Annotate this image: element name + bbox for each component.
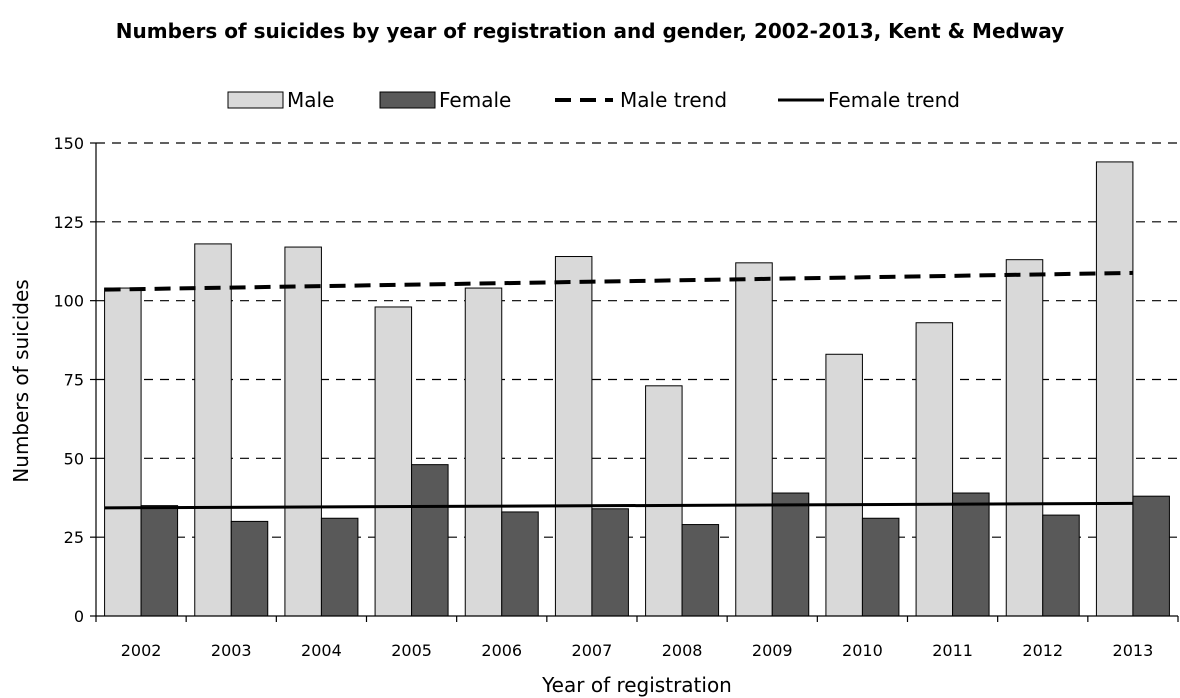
y-axis-label: Numbers of suicides xyxy=(9,279,33,482)
y-tick-label: 100 xyxy=(53,292,84,311)
y-tick-label: 50 xyxy=(64,449,84,468)
bar-male-2010 xyxy=(825,353,863,617)
x-tick-label-2005: 2005 xyxy=(391,641,432,660)
bar-male-2002 xyxy=(104,287,142,617)
y-tick-label: 0 xyxy=(74,607,84,626)
x-tick-label-2012: 2012 xyxy=(1022,641,1063,660)
x-tick-label-2010: 2010 xyxy=(842,641,883,660)
legend-label-female: Female xyxy=(439,88,511,112)
bar-male-2008 xyxy=(645,385,683,617)
bar-female-2007 xyxy=(591,508,629,617)
bar-female-2013 xyxy=(1132,495,1170,617)
bar-male-2006 xyxy=(464,287,503,617)
bar-female-2004 xyxy=(320,517,359,617)
x-axis-ticks: 2002 2003 2004 2005 2006 2007 2008 2009 2010 2011… xyxy=(95,616,1179,660)
y-tick-label: 150 xyxy=(53,134,84,153)
bar-female-2012 xyxy=(1042,514,1080,617)
bar-male-2011 xyxy=(915,322,954,617)
y-tick-label: 125 xyxy=(53,213,84,232)
bar-female-2003 xyxy=(230,520,269,617)
x-tick-label-2007: 2007 xyxy=(572,641,613,660)
legend-swatch-male xyxy=(227,91,284,109)
chart-title: Numbers of suicides by year of registrat… xyxy=(116,19,1064,43)
x-tick-label-2011: 2011 xyxy=(932,641,973,660)
bar-female-2008 xyxy=(681,524,720,617)
bar-male-2005 xyxy=(374,306,413,617)
x-tick-label-2013: 2013 xyxy=(1113,641,1154,660)
bar-female-2009 xyxy=(771,492,810,617)
female-trend-line xyxy=(104,501,1133,510)
bar-male-2004 xyxy=(284,246,322,617)
bar-male-2009 xyxy=(735,262,773,617)
x-tick-label-2003: 2003 xyxy=(211,641,252,660)
bar-female-2005 xyxy=(411,464,449,617)
x-tick-label-2009: 2009 xyxy=(752,641,793,660)
bars xyxy=(104,161,1170,617)
x-tick-label-2004: 2004 xyxy=(301,641,342,660)
legend-label-male: Male xyxy=(287,88,334,112)
trend-lines xyxy=(104,270,1133,510)
bar-female-2002 xyxy=(140,505,179,617)
bar-female-2010 xyxy=(861,517,900,617)
x-tick-label-2002: 2002 xyxy=(121,641,162,660)
legend-label-female-trend: Female trend xyxy=(828,88,960,112)
y-axis-ticks: 0 25 50 75 100 125 150 xyxy=(53,134,96,626)
legend: Male Female Male trend Female trend xyxy=(227,88,960,112)
y-tick-label: 25 xyxy=(64,528,84,547)
x-tick-label-2008: 2008 xyxy=(662,641,703,660)
bar-female-2006 xyxy=(501,511,539,617)
bar-male-2013 xyxy=(1095,161,1134,617)
bar-male-2007 xyxy=(554,256,593,617)
bar-male-2003 xyxy=(194,243,232,617)
grid xyxy=(96,142,1178,538)
bar-male-2012 xyxy=(1005,259,1044,617)
x-axis-label: Year of registration xyxy=(541,673,732,697)
legend-label-male-trend: Male trend xyxy=(620,88,727,112)
legend-swatch-female xyxy=(379,91,436,109)
y-tick-label: 75 xyxy=(64,371,84,390)
bar-female-2011 xyxy=(952,492,990,617)
male-trend-line xyxy=(104,270,1133,292)
x-tick-label-2006: 2006 xyxy=(481,641,522,660)
